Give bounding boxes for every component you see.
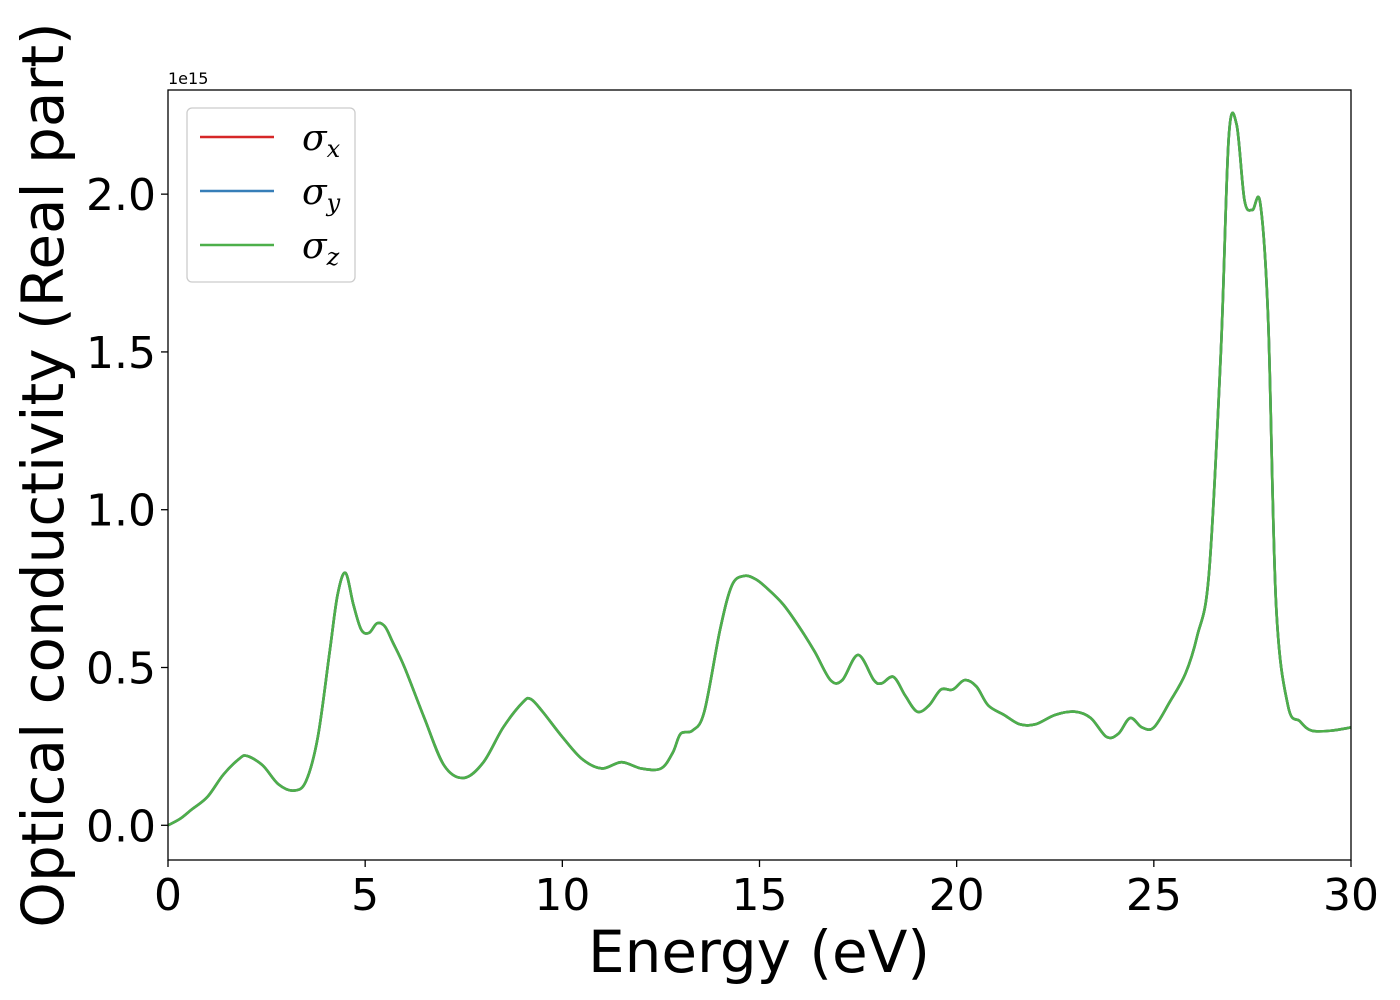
y-axis-title: Optical conductivity (Real part) bbox=[9, 22, 77, 927]
legend-label-y: σy bbox=[302, 172, 341, 217]
legend-label-z: σz bbox=[302, 226, 340, 271]
y-tick-label: 1.5 bbox=[86, 328, 156, 379]
legend-label-x: σx bbox=[302, 118, 341, 163]
x-tick-label: 20 bbox=[929, 870, 985, 921]
legend-box bbox=[186, 107, 356, 283]
y-tick-label: 2.0 bbox=[86, 170, 156, 221]
series-layer bbox=[168, 111, 1351, 827]
x-tick-label: 10 bbox=[534, 870, 590, 921]
series-line-z bbox=[168, 111, 1351, 827]
x-axis-title: Energy (eV) bbox=[588, 918, 930, 986]
y-tick-label: 1.0 bbox=[86, 486, 156, 537]
x-tick-label: 0 bbox=[154, 870, 182, 921]
y-axis: 0.0 0.5 1.0 1.5 2.0 bbox=[86, 170, 168, 852]
x-tick-label: 25 bbox=[1126, 870, 1182, 921]
x-axis: 0 5 10 15 20 25 30 bbox=[154, 860, 1379, 921]
y-tick-label: 0.0 bbox=[86, 801, 156, 852]
y-offset-label: 1e15 bbox=[168, 69, 208, 88]
y-tick-label: 0.5 bbox=[86, 644, 156, 695]
x-tick-label: 5 bbox=[351, 870, 379, 921]
x-tick-label: 15 bbox=[732, 870, 788, 921]
x-tick-label: 30 bbox=[1323, 870, 1379, 921]
plot-area bbox=[168, 90, 1351, 860]
legend: σx σy σz bbox=[186, 107, 356, 283]
